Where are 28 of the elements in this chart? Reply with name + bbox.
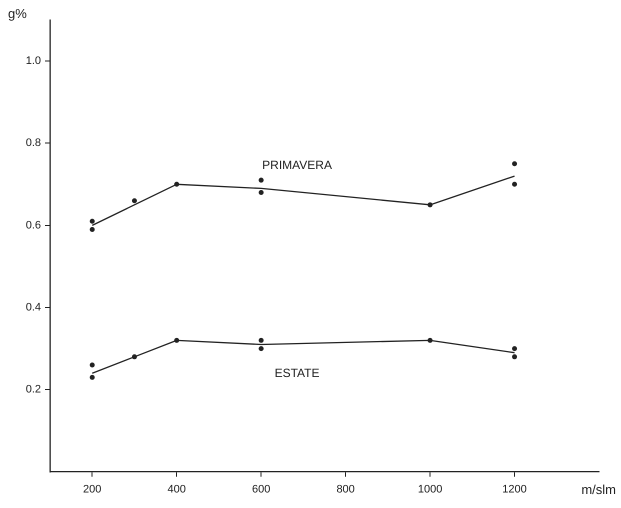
point <box>90 374 95 380</box>
x-axis-title: m/slm <box>581 482 616 497</box>
x-tick-label: 800 <box>336 483 355 496</box>
x-tick-label: 400 <box>168 483 186 496</box>
point <box>512 346 518 352</box>
point <box>258 190 264 196</box>
x-tick-label: 1200 <box>502 483 527 496</box>
x-tick-label: 1000 <box>418 483 442 496</box>
point <box>90 362 95 368</box>
point <box>258 338 264 343</box>
x-tick-label: 200 <box>83 483 102 496</box>
y-tick-label: 1.0 <box>26 55 41 68</box>
point <box>512 354 518 360</box>
y-tick-label: 0.6 <box>26 219 41 232</box>
point <box>90 226 95 232</box>
y-tick-label: 0.8 <box>26 137 41 150</box>
series-label: ESTATE <box>274 366 320 380</box>
point <box>258 178 264 183</box>
point <box>90 218 95 224</box>
point <box>258 346 264 352</box>
point <box>132 198 137 204</box>
x-tick-label: 600 <box>252 483 270 496</box>
y-tick-label: 0.4 <box>26 302 41 314</box>
y-tick-label: 0.2 <box>26 384 41 396</box>
point <box>512 161 518 166</box>
series-label: PRIMAVERA <box>262 158 332 172</box>
y-axis-title: g% <box>8 6 28 22</box>
point <box>512 182 518 187</box>
